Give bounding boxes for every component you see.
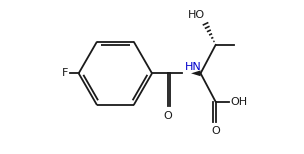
Polygon shape (191, 70, 201, 76)
Text: O: O (163, 111, 172, 121)
Text: OH: OH (230, 97, 247, 107)
Text: HO: HO (188, 10, 205, 20)
Text: O: O (211, 126, 220, 136)
Text: HN: HN (185, 62, 202, 72)
Text: F: F (62, 68, 68, 78)
